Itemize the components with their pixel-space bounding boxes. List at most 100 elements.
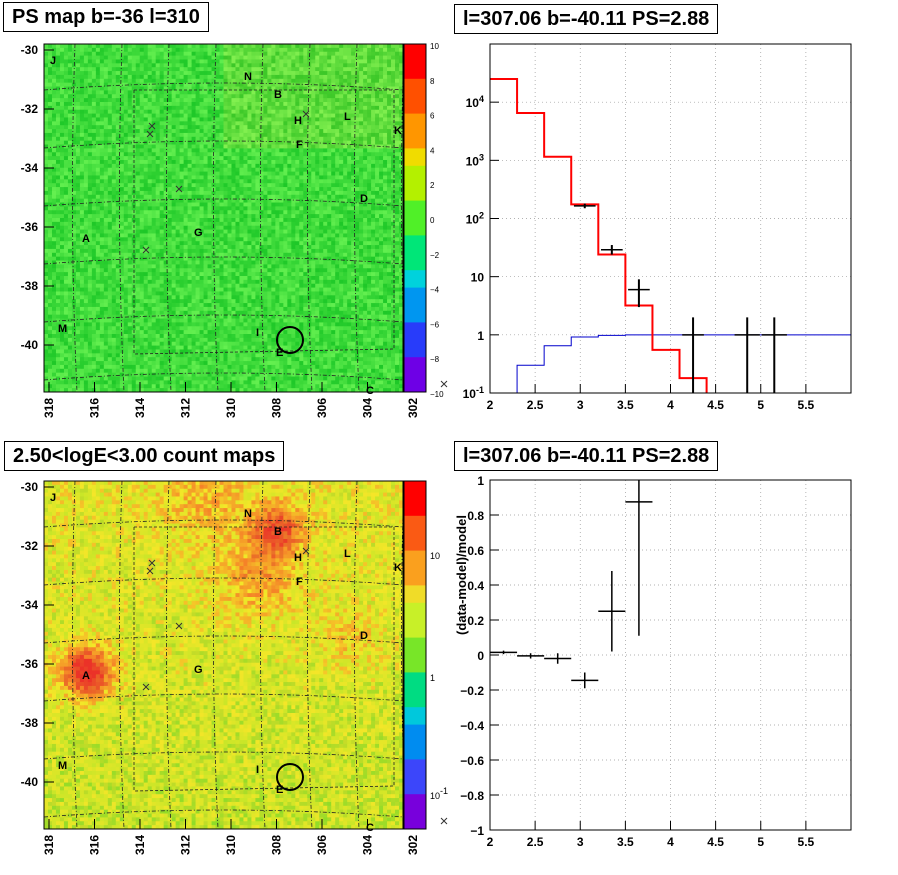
source-label-j: J	[50, 492, 56, 504]
source-label-m: M	[58, 323, 67, 335]
y-tick-label: -32	[21, 539, 39, 553]
y-tick-label: 1	[477, 474, 484, 488]
count-map-title: 2.50<logE<3.00 count maps	[4, 441, 285, 471]
colorbar-cell	[404, 498, 426, 517]
source-label-i: I	[256, 327, 259, 339]
longitude-line	[119, 43, 125, 393]
x-tick-label: 4.5	[707, 398, 724, 412]
spectrum-plot	[489, 43, 852, 394]
y-tick-label: 0.8	[467, 509, 484, 523]
roi-outline	[133, 89, 395, 355]
x-tick-label: 5.5	[798, 835, 815, 849]
cross-marker	[148, 559, 156, 567]
y-tick-label: -36	[21, 657, 39, 671]
colorbar-cell	[404, 776, 426, 795]
colorbar-cell	[404, 707, 426, 726]
colorbar-cell	[404, 305, 426, 323]
x-tick-label: 4	[667, 398, 674, 412]
x-tick-label: 304	[361, 835, 375, 855]
y-tick-label: 10-1	[463, 385, 484, 401]
ps-colorbar	[403, 43, 427, 393]
y-tick-label: -40	[21, 338, 39, 352]
x-tick-label: 306	[315, 835, 329, 855]
x-tick-label: 306	[315, 398, 329, 418]
cross-marker	[146, 567, 154, 575]
colorbar-tick-label: 8	[430, 77, 435, 86]
colorbar-tick-label: 2	[430, 181, 435, 190]
colorbar-tick-label: 10	[430, 551, 440, 561]
source-label-k: K	[394, 562, 402, 574]
source-label-e: E	[276, 784, 283, 796]
colorbar-cell	[404, 655, 426, 673]
colorbar-tick-label: 4	[430, 146, 435, 155]
cross-marker	[440, 817, 448, 825]
source-label-k: K	[394, 125, 402, 137]
map-frame	[43, 480, 404, 830]
colorbar-cell	[404, 637, 426, 656]
y-tick-label: −0.6	[460, 754, 484, 768]
y-tick-label: -34	[21, 598, 39, 612]
colorbar-tick-label: 1	[430, 673, 435, 683]
colorbar-cell	[404, 724, 426, 743]
y-tick-label: 103	[466, 152, 484, 168]
x-tick-label: 312	[179, 398, 193, 418]
y-tick-label: -30	[21, 43, 39, 57]
x-tick-label: 3	[577, 398, 584, 412]
colorbar-frame	[403, 43, 427, 393]
colorbar-cell	[404, 200, 426, 219]
longitude-line	[307, 480, 313, 830]
x-tick-label: 308	[270, 398, 284, 418]
y-axis-label: (data-model)/model	[454, 515, 469, 635]
colorbar-cell	[404, 759, 426, 778]
colorbar-cell	[404, 357, 426, 376]
y-tick-label: -32	[21, 102, 39, 116]
grid	[490, 44, 851, 393]
source-label-c: C	[366, 822, 374, 834]
ps-map	[43, 43, 448, 393]
colorbar-cell	[404, 339, 426, 358]
longitude-line	[119, 480, 125, 830]
colorbar-cell	[404, 131, 426, 149]
colorbar-cell	[404, 811, 426, 830]
y-tick-label: -30	[21, 480, 39, 494]
x-tick-label: 310	[224, 398, 238, 418]
y-tick-label: 0.6	[467, 544, 484, 558]
x-tick-label: 5.5	[798, 398, 815, 412]
map-frame	[43, 43, 404, 393]
x-tick-label: 2.5	[527, 398, 544, 412]
y-tick-label: -40	[21, 775, 39, 789]
x-tick-label: 302	[406, 398, 420, 418]
source-label-a: A	[82, 670, 90, 682]
grid	[490, 480, 851, 830]
source-label-g: G	[194, 227, 203, 239]
ps-coord-grid	[43, 43, 407, 393]
x-tick-label: 316	[88, 398, 102, 418]
colorbar-cell	[404, 620, 426, 639]
source-label-d: D	[360, 630, 368, 642]
colorbar-cell	[404, 270, 426, 289]
colorbar-cell	[404, 585, 426, 604]
cross-marker	[175, 185, 183, 193]
colorbar-cell	[404, 148, 426, 167]
colorbar-cell	[404, 689, 426, 708]
x-tick-label: 302	[406, 835, 420, 855]
colorbar-cell	[404, 322, 426, 341]
source-label-b: B	[274, 526, 282, 538]
cross-marker	[302, 110, 310, 118]
y-tick-label: 0.2	[467, 614, 484, 628]
x-tick-label: 2	[487, 835, 494, 849]
x-tick-label: 308	[270, 835, 284, 855]
colorbar-tick-label: −10	[430, 390, 444, 399]
y-tick-label: −0.4	[460, 719, 484, 733]
colorbar-frame	[403, 480, 427, 830]
longitude-line	[72, 43, 78, 393]
colorbar-tick-label: 10	[430, 42, 439, 51]
colorbar-cell	[404, 183, 426, 202]
colorbar-cell	[404, 568, 426, 586]
x-tick-label: 5	[757, 835, 764, 849]
cross-marker	[146, 130, 154, 138]
source-circle	[276, 326, 304, 354]
source-label-l: L	[344, 548, 351, 560]
count-colorbar	[403, 480, 427, 830]
